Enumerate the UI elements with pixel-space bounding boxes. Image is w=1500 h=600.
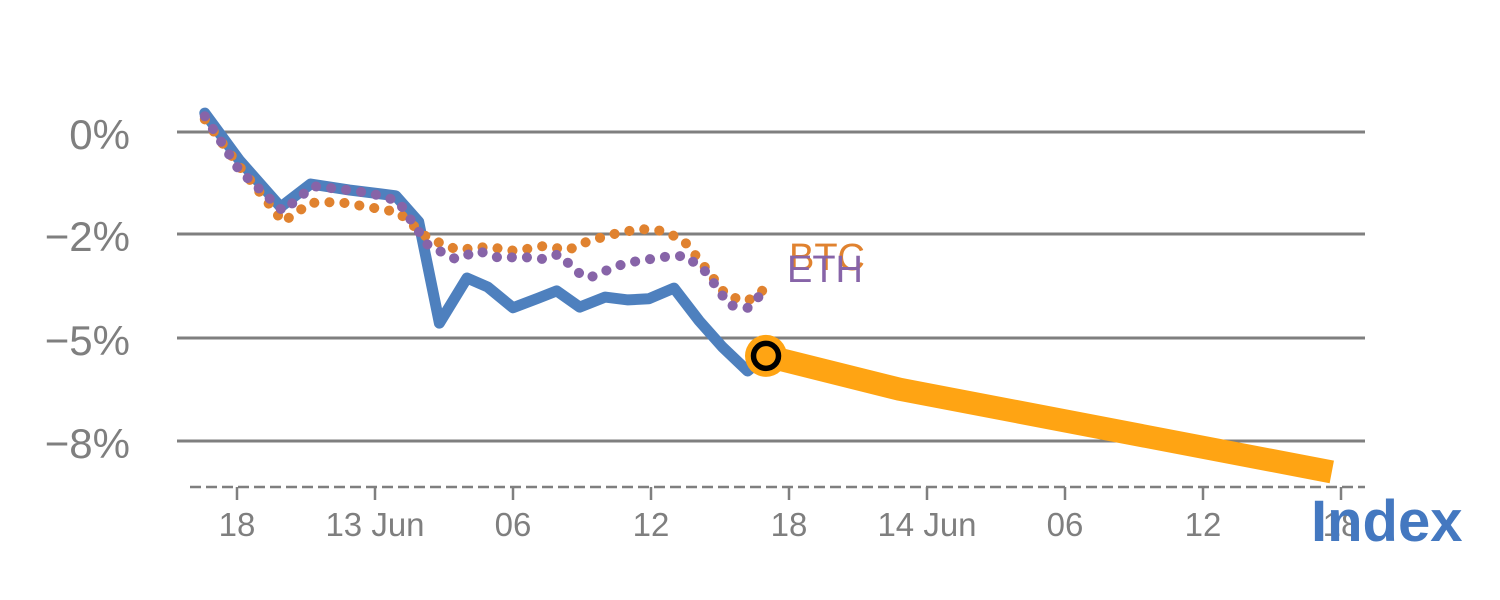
btc-series-label: BTC (789, 237, 865, 279)
x-tick-label: 12 (633, 506, 670, 543)
y-tick-label: −2% (45, 213, 130, 260)
x-tick-label: 06 (495, 506, 532, 543)
y-tick-label: 0% (69, 111, 130, 158)
series-line-eth (199, 111, 769, 313)
chart-series (199, 107, 1334, 484)
x-tick-label: 14 Jun (877, 506, 976, 543)
x-tick-label: 18 (219, 506, 256, 543)
eth-series-label: ETH (787, 249, 863, 291)
x-tick-label: 12 (1185, 506, 1222, 543)
series-line-index-projection (763, 344, 1334, 484)
x-tick-label: 18 (1323, 506, 1360, 543)
index-series-label: Index (1311, 489, 1463, 554)
x-tick-label: 18 (771, 506, 808, 543)
y-tick-label: −8% (45, 420, 130, 467)
marker-ring (750, 340, 782, 372)
x-tick-label: 06 (1047, 506, 1084, 543)
current-point-marker (745, 334, 787, 377)
x-tick-label: 13 Jun (325, 506, 424, 543)
series-line-btc (199, 114, 771, 306)
y-tick-label: −5% (45, 317, 130, 364)
x-axis: 18 13 Jun 06 12 18 14 Jun 06 12 18 (190, 485, 1365, 543)
